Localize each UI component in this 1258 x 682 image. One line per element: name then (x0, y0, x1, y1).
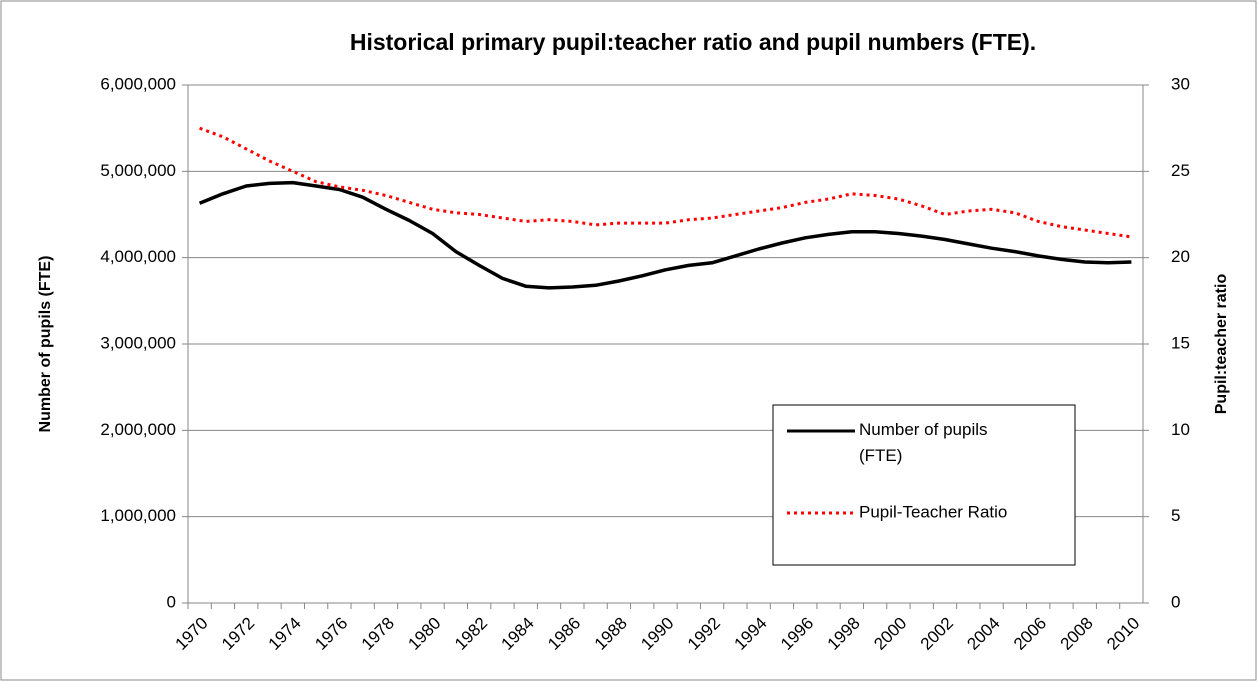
series-line (199, 126, 1132, 239)
y-tick-label: 2,000,000 (100, 420, 176, 439)
y2-tick-label: 30 (1171, 74, 1190, 93)
series-line (198, 180, 1132, 290)
y-tick-label: 6,000,000 (100, 74, 176, 93)
chart-title: Historical primary pupil:teacher ratio a… (350, 29, 1036, 55)
y2-tick-label: 5 (1171, 506, 1180, 525)
y2-tick-label: 10 (1171, 420, 1190, 439)
y-tick-label: 0 (167, 592, 176, 611)
legend-label: Number of pupils (FTE) (859, 420, 988, 465)
y-tick-label: 3,000,000 (100, 333, 176, 352)
legend-label: Pupil-Teacher Ratio (859, 502, 1007, 521)
y-axis-title: Number of pupils (FTE) (37, 256, 54, 433)
y2-tick-label: 20 (1171, 247, 1190, 266)
y2-axis-title: Pupil:teacher ratio (1213, 274, 1230, 415)
y-tick-label: 1,000,000 (100, 506, 176, 525)
legend-label-line: Number of pupils (859, 420, 988, 439)
y-tick-label: 5,000,000 (100, 161, 176, 180)
y2-tick-label: 0 (1171, 592, 1180, 611)
legend: Number of pupils (FTE) Pupil-Teacher Ratio (772, 404, 1076, 566)
y2-tick-label: 15 (1171, 333, 1190, 352)
y2-tick-label: 25 (1171, 161, 1190, 180)
legend-label-line: (FTE) (859, 446, 902, 465)
y-tick-label: 4,000,000 (100, 247, 176, 266)
